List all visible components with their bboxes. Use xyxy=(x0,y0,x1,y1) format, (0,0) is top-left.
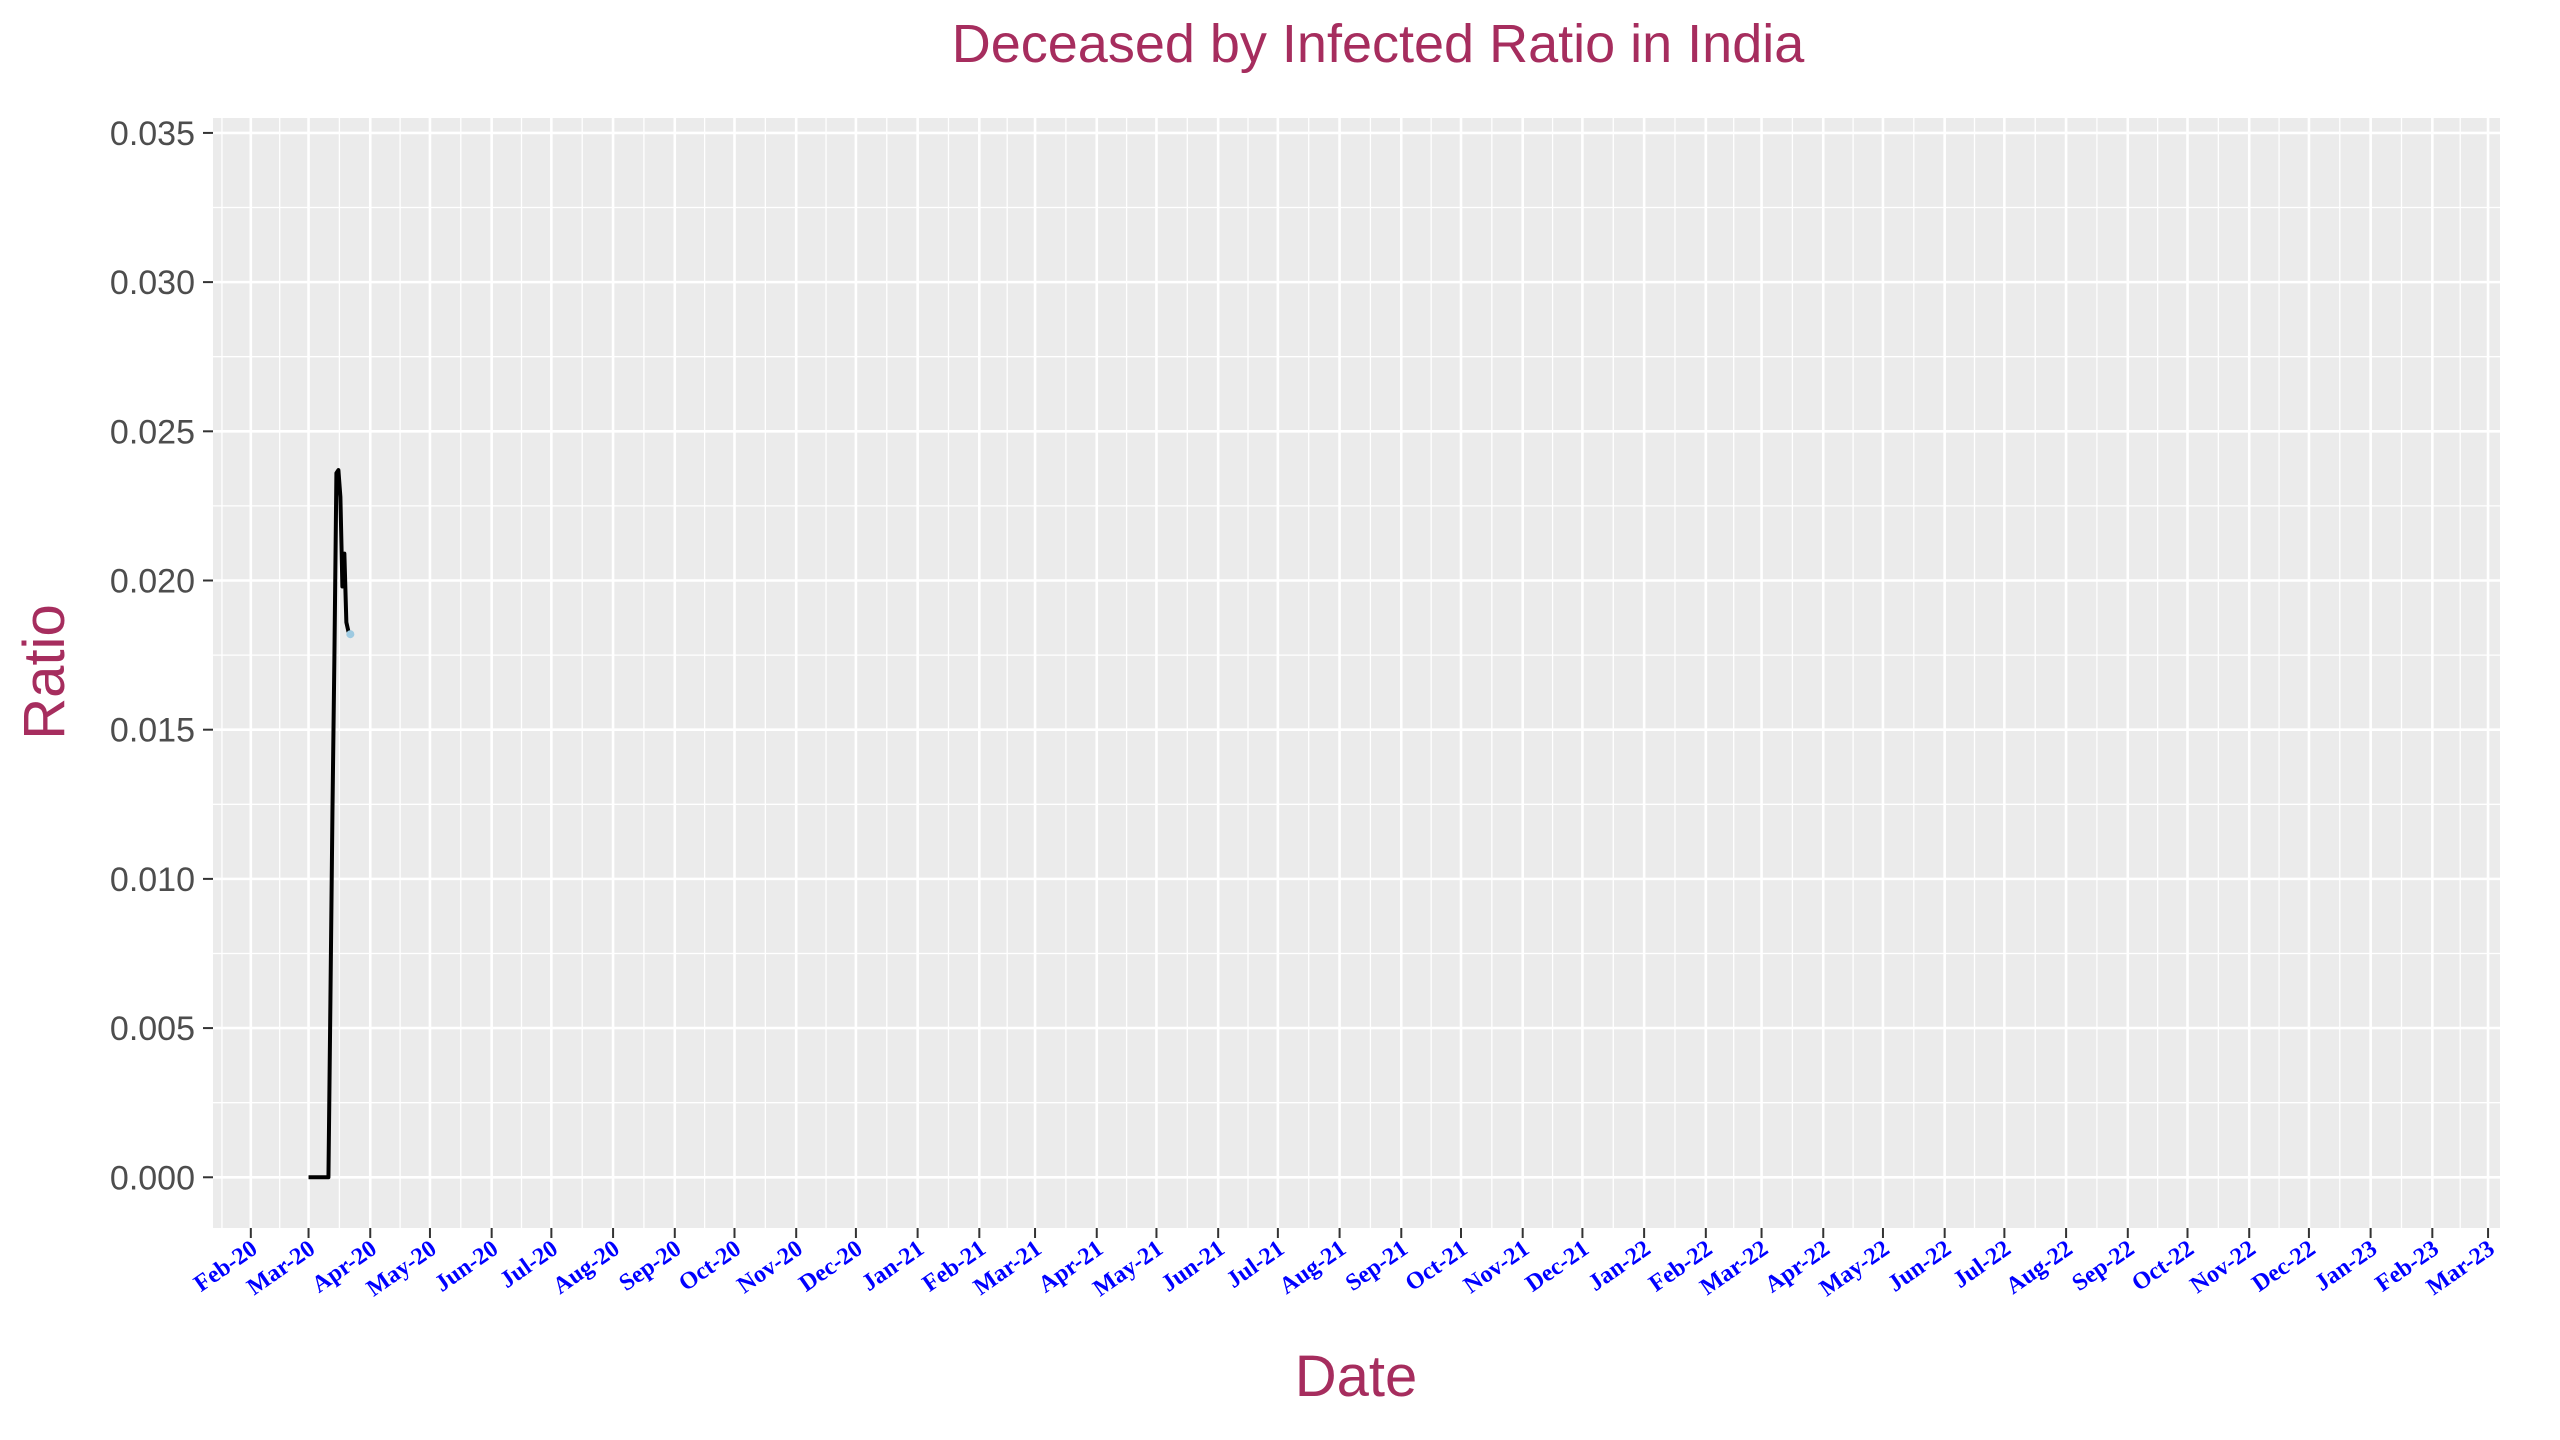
x-tick-label: Aug-20 xyxy=(548,1236,624,1300)
x-tick-label: Dec-20 xyxy=(795,1236,868,1298)
plot-panel xyxy=(213,118,2500,1228)
grid-minor xyxy=(213,118,2500,1228)
x-tick-label: May-21 xyxy=(1089,1236,1168,1302)
x-tick-label: Nov-22 xyxy=(2186,1236,2261,1299)
y-tick-label: 0.010 xyxy=(110,861,195,899)
x-tick-label: Aug-22 xyxy=(2001,1236,2077,1300)
x-tick-label: Oct-21 xyxy=(1401,1236,1473,1297)
y-tick-label: 0.020 xyxy=(110,563,195,601)
x-tick-label: Dec-22 xyxy=(2248,1236,2321,1298)
x-tick-label: Oct-22 xyxy=(2127,1236,2199,1297)
x-tick-label: Jun-21 xyxy=(1157,1236,1230,1298)
x-tick-label: Oct-20 xyxy=(674,1236,746,1297)
y-tick-label: 0.015 xyxy=(110,712,195,750)
x-axis-ticks: Feb-20Mar-20Apr-20May-20Jun-20Jul-20Aug-… xyxy=(189,1228,2499,1302)
data-point xyxy=(346,630,355,639)
x-tick-label: Dec-21 xyxy=(1521,1236,1594,1298)
x-tick-label: May-22 xyxy=(1815,1236,1894,1302)
x-tick-label: Sep-21 xyxy=(1341,1236,1413,1297)
x-tick-label: Jan-22 xyxy=(1584,1236,1656,1297)
x-tick-label: May-20 xyxy=(362,1236,441,1302)
x-tick-label: Jan-21 xyxy=(857,1236,929,1297)
x-tick-label: Jun-20 xyxy=(430,1236,503,1298)
x-tick-label: Sep-20 xyxy=(615,1236,687,1297)
y-tick-label: 0.035 xyxy=(110,115,195,153)
y-axis-title: Ratio xyxy=(12,604,77,739)
chart-title: Deceased by Infected Ratio in India xyxy=(952,14,1805,74)
y-tick-label: 0.030 xyxy=(110,264,195,302)
series-layer xyxy=(308,468,355,1180)
x-tick-label: Jun-22 xyxy=(1883,1236,1956,1298)
x-tick-label: Aug-21 xyxy=(1275,1236,1351,1300)
x-tick-label: Jan-23 xyxy=(2310,1236,2382,1297)
x-tick-label: Sep-22 xyxy=(2068,1236,2140,1297)
y-tick-label: 0.025 xyxy=(110,413,195,451)
y-tick-label: 0.005 xyxy=(110,1010,195,1048)
x-tick-label: Nov-21 xyxy=(1459,1236,1534,1299)
y-tick-label: 0.000 xyxy=(110,1159,195,1197)
grid-major xyxy=(213,118,2500,1228)
y-axis-ticks: 0.000 0.005 0.010 0.015 0.020 0.025 0.030 0.035 xyxy=(110,115,213,1197)
x-axis-title: Date xyxy=(1295,1344,1418,1409)
x-tick-label: Nov-20 xyxy=(733,1236,808,1299)
series-line xyxy=(308,468,353,1180)
